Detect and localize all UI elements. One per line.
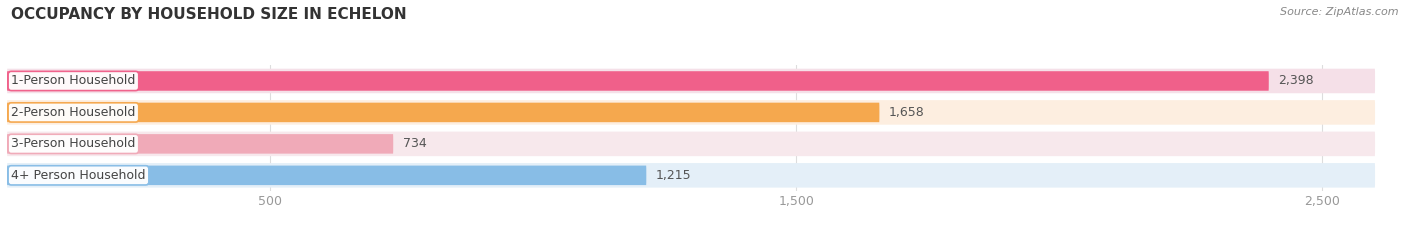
FancyBboxPatch shape (7, 166, 647, 185)
Text: 1-Person Household: 1-Person Household (11, 75, 135, 87)
FancyBboxPatch shape (7, 132, 1375, 156)
FancyBboxPatch shape (7, 134, 394, 154)
Text: OCCUPANCY BY HOUSEHOLD SIZE IN ECHELON: OCCUPANCY BY HOUSEHOLD SIZE IN ECHELON (11, 7, 406, 22)
Text: 1,658: 1,658 (889, 106, 925, 119)
FancyBboxPatch shape (7, 71, 1268, 91)
FancyBboxPatch shape (7, 163, 1375, 188)
Text: 2-Person Household: 2-Person Household (11, 106, 135, 119)
Text: 2,398: 2,398 (1278, 75, 1313, 87)
FancyBboxPatch shape (7, 69, 1375, 93)
Text: Source: ZipAtlas.com: Source: ZipAtlas.com (1281, 7, 1399, 17)
Text: 734: 734 (402, 137, 426, 150)
FancyBboxPatch shape (7, 103, 879, 122)
Text: 3-Person Household: 3-Person Household (11, 137, 135, 150)
Text: 1,215: 1,215 (655, 169, 692, 182)
Text: 4+ Person Household: 4+ Person Household (11, 169, 146, 182)
FancyBboxPatch shape (7, 100, 1375, 125)
